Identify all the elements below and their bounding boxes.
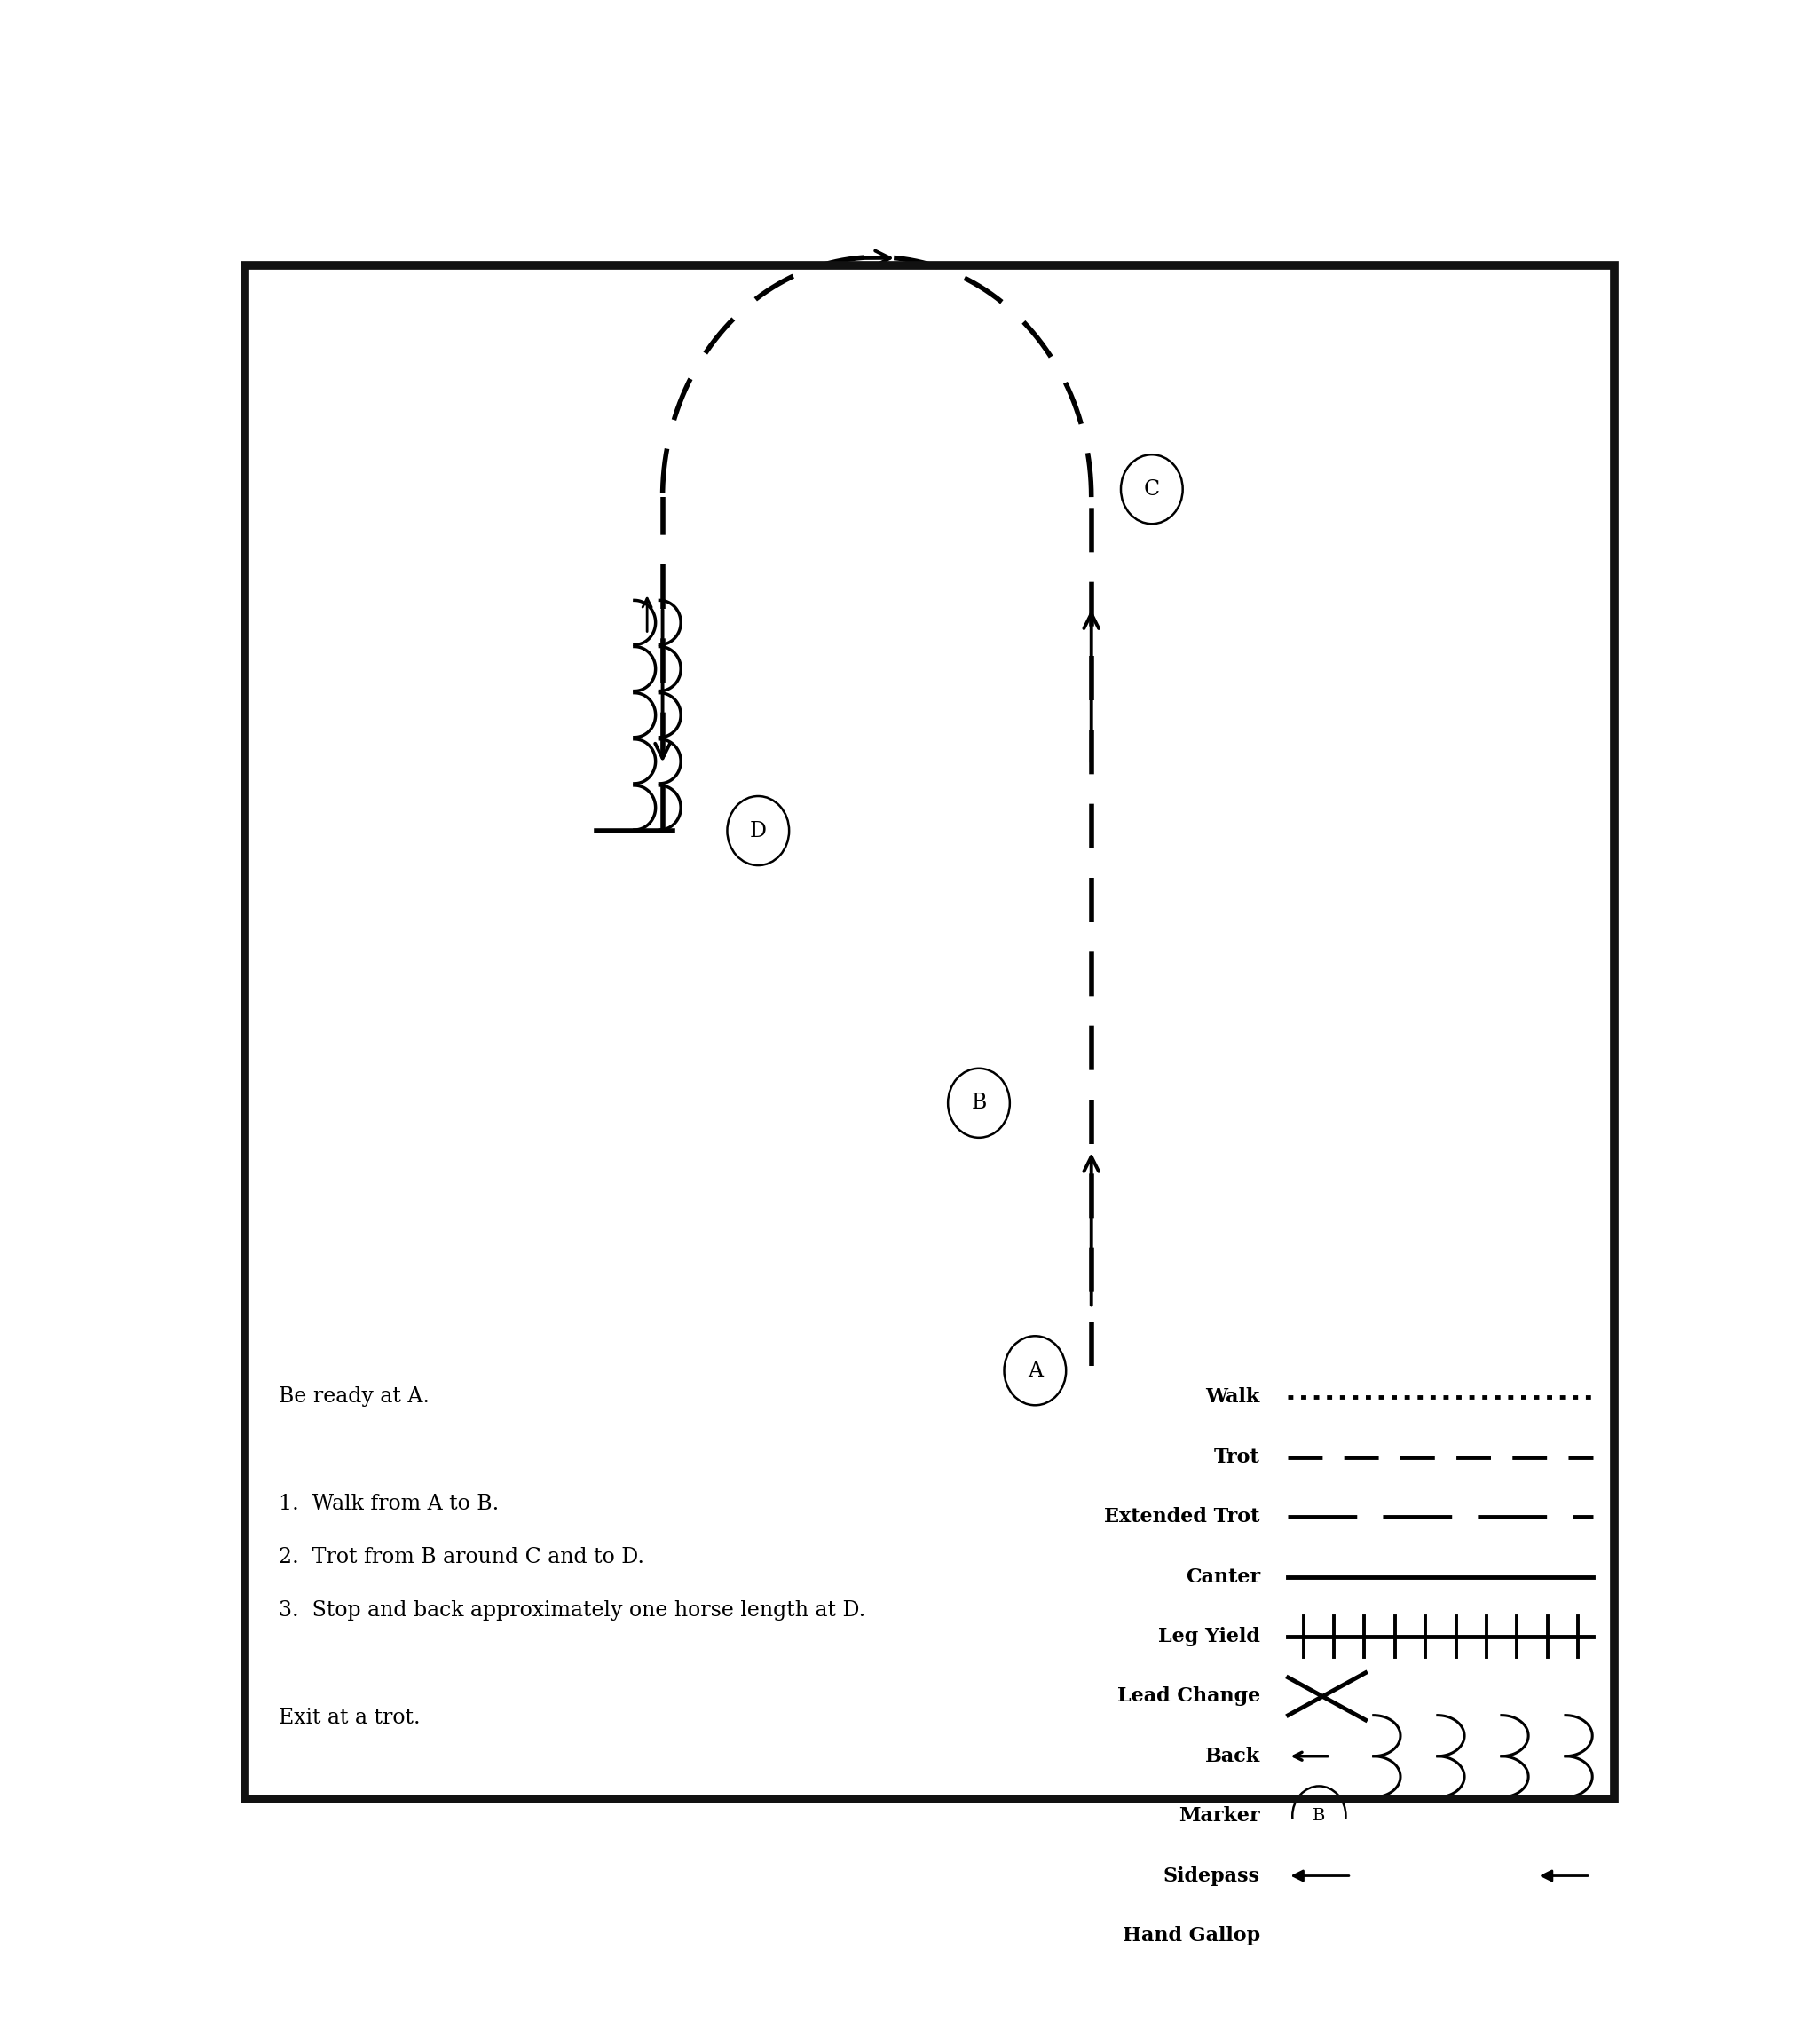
Text: Be ready at A.: Be ready at A. <box>279 1386 430 1406</box>
Text: Leg Yield: Leg Yield <box>1157 1627 1261 1645</box>
Text: 2.  Trot from B around C and to D.: 2. Trot from B around C and to D. <box>279 1547 644 1568</box>
Text: A: A <box>1027 1361 1043 1382</box>
Text: B: B <box>1313 1809 1326 1823</box>
Text: Extended Trot: Extended Trot <box>1105 1506 1261 1527</box>
Text: Lead Change: Lead Change <box>1117 1686 1261 1707</box>
Text: Trot: Trot <box>1214 1447 1261 1468</box>
Text: Marker: Marker <box>1179 1807 1261 1825</box>
Text: Back: Back <box>1204 1746 1261 1766</box>
Text: 1.  Walk from A to B.: 1. Walk from A to B. <box>279 1494 499 1515</box>
Text: C: C <box>1145 478 1159 499</box>
Text: 3.  Stop and back approximately one horse length at D.: 3. Stop and back approximately one horse… <box>279 1600 865 1621</box>
Text: D: D <box>749 820 767 840</box>
Text: Exit at a trot.: Exit at a trot. <box>279 1707 421 1727</box>
Text: Sidepass: Sidepass <box>1163 1866 1261 1885</box>
Text: Hand Gallop: Hand Gallop <box>1123 1925 1261 1946</box>
Text: B: B <box>970 1094 987 1114</box>
Text: Canter: Canter <box>1185 1568 1261 1586</box>
Text: Walk: Walk <box>1206 1388 1261 1406</box>
